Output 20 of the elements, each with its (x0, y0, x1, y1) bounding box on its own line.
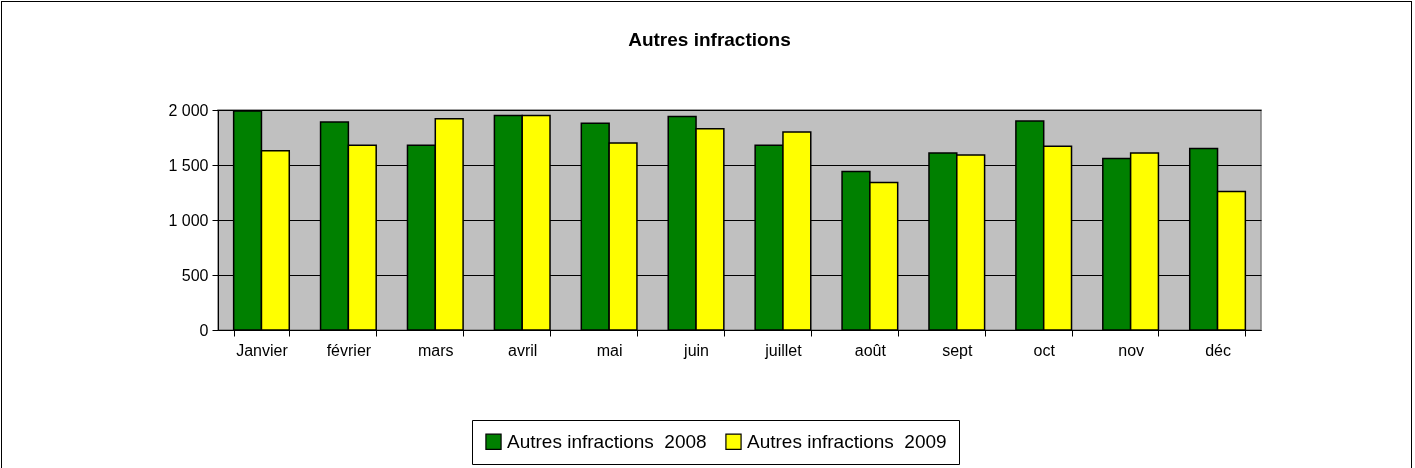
x-tick-label: sept (942, 341, 973, 359)
x-tick-label: déc (1205, 341, 1231, 359)
x-tick-label: mars (418, 341, 454, 359)
x-tick-label: Janvier (236, 341, 289, 359)
y-tick-label: 1 500 (168, 156, 209, 174)
x-tick-label: février (326, 341, 372, 359)
x-tick-label: juillet (764, 341, 803, 359)
x-tick-label: juin (683, 341, 709, 359)
y-tick-label: 1 000 (168, 211, 209, 229)
legend-label: Autres infractions 2009 (747, 430, 947, 452)
y-tick-label: 0 (199, 321, 209, 339)
legend-label: Autres infractions 2008 (507, 430, 707, 452)
y-tick-label: 2 000 (168, 101, 209, 119)
x-tick-label: avril (508, 341, 538, 359)
chart-title: Autres infractions (628, 29, 791, 50)
x-tick-label: mai (596, 341, 623, 359)
x-tick-label: nov (1118, 341, 1145, 359)
x-tick-label: oct (1033, 341, 1056, 359)
y-tick-label: 500 (181, 266, 209, 284)
x-tick-label: août (854, 341, 887, 359)
